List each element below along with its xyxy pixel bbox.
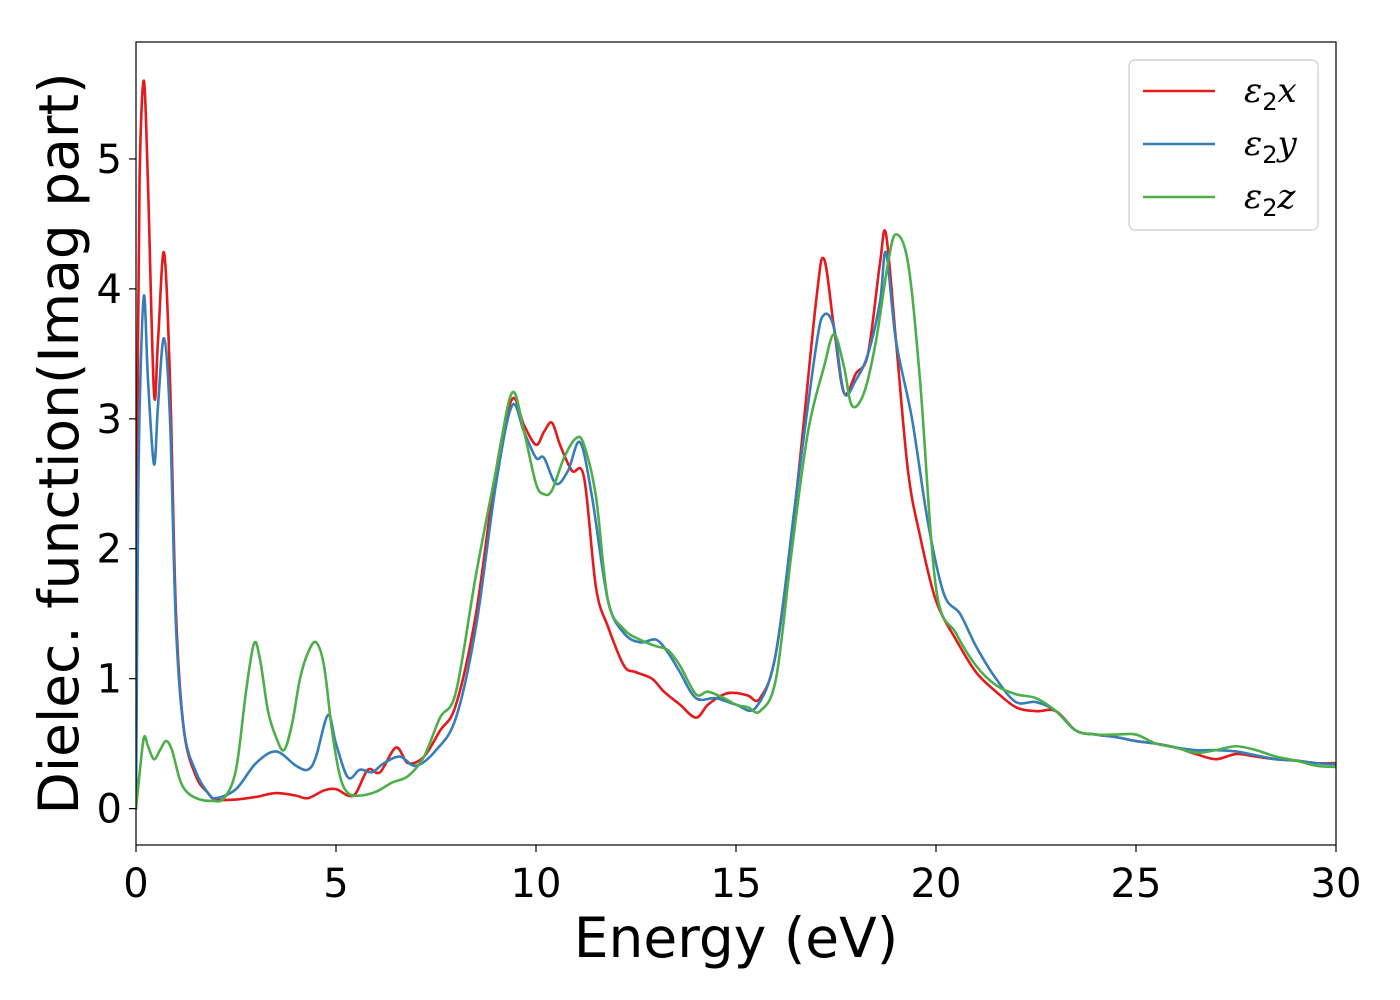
legend-label-symbol: ε xyxy=(1244,71,1262,111)
series-line-z xyxy=(136,233,1336,810)
plot-area xyxy=(136,79,1336,810)
axis-ticks: 0 5 10 15 20 25 30 0 1 2 3 4 5 xyxy=(97,137,1362,907)
x-tick-label: 25 xyxy=(1111,861,1162,907)
x-tick-label: 15 xyxy=(711,861,762,907)
series-line-y xyxy=(136,250,1336,810)
legend-label-axis: z xyxy=(1277,177,1297,217)
legend-label-y: ε2y xyxy=(1244,124,1298,169)
legend-label-symbol: ε xyxy=(1244,124,1262,164)
x-tick-label: 10 xyxy=(511,861,562,907)
y-tick-label: 0 xyxy=(97,787,122,833)
legend-label-x: ε2x xyxy=(1244,71,1297,116)
x-tick-label: 0 xyxy=(123,861,148,907)
x-tick-label: 20 xyxy=(911,861,962,907)
legend-label-z: ε2z xyxy=(1244,177,1297,222)
x-tick-label: 30 xyxy=(1311,861,1362,907)
y-tick-label: 5 xyxy=(97,137,122,183)
legend-label-axis: x xyxy=(1278,71,1297,111)
x-axis-title: Energy (eV) xyxy=(574,906,898,970)
y-tick-label: 4 xyxy=(97,267,122,313)
legend-box xyxy=(1128,59,1319,231)
y-tick-label: 1 xyxy=(97,657,122,703)
y-tick-label: 2 xyxy=(97,527,122,573)
legend-label-subscript: 2 xyxy=(1262,88,1277,116)
legend-label-axis: y xyxy=(1276,124,1298,164)
legend-label-subscript: 2 xyxy=(1262,141,1277,169)
y-tick-label: 3 xyxy=(97,397,122,443)
legend-label-symbol: ε xyxy=(1244,177,1262,217)
x-tick-label: 5 xyxy=(323,861,348,907)
y-axis-title: Dielec. function(Imag part) xyxy=(27,72,91,814)
legend-label-subscript: 2 xyxy=(1262,194,1277,222)
